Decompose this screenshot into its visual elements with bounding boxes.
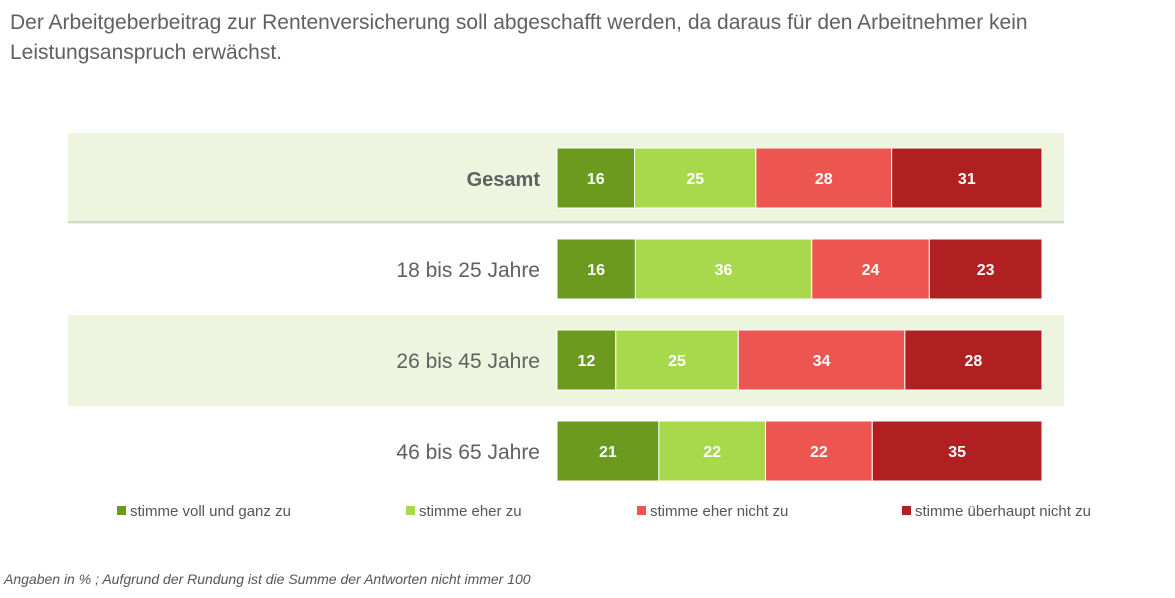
data-label: 24 [862,262,880,279]
data-label: 34 [813,353,831,370]
data-label: 35 [948,444,966,461]
bar-segment [928,238,1043,300]
legend-swatch [902,506,911,515]
data-label: 21 [599,444,617,461]
bar-segment [634,147,757,209]
category-label: 18 bis 25 Jahre [396,259,540,282]
data-label: 22 [810,444,828,461]
legend-label: stimme eher zu [419,503,522,520]
legend-swatch [117,506,126,515]
bar-segment [556,147,636,209]
data-label: 22 [703,444,721,461]
bar-segment [811,238,930,300]
bar-segment [615,329,739,391]
bar-rows: Gesamt 16 25 28 31 18 bis 25 Jahre 16 36 24 23 26 … [396,147,1043,482]
legend-item: stimme voll und ganz zu [117,503,291,520]
bar-segment [891,147,1043,209]
legend-swatch [637,506,646,515]
bar-segment [737,329,906,391]
data-label: 16 [587,262,605,279]
stacked-bar-chart: Gesamt 16 25 28 31 18 bis 25 Jahre 16 36 24 23 26 … [68,133,1091,520]
data-label: 28 [965,353,983,370]
bar-row: Gesamt 16 25 28 31 [467,147,1043,209]
legend-item: stimme überhaupt nicht zu [902,503,1091,520]
bar-segment [755,147,893,209]
data-label: 16 [587,171,605,188]
data-label: 31 [958,171,976,188]
legend-label: stimme voll und ganz zu [130,503,291,520]
bar-segment [871,420,1043,482]
legend-item: stimme eher nicht zu [637,503,788,520]
bar-segment [556,238,636,300]
bar-segment [556,329,617,391]
legend: stimme voll und ganz zu stimme eher zu sti… [117,503,1091,520]
data-label: 25 [686,171,704,188]
bar-segment [904,329,1043,391]
legend-label: stimme überhaupt nicht zu [915,503,1091,520]
bar-segment [556,420,660,482]
bar-row: 18 bis 25 Jahre 16 36 24 23 [396,238,1043,300]
data-label: 28 [815,171,833,188]
legend-label: stimme eher nicht zu [650,503,788,520]
bar-row: 26 bis 45 Jahre 12 25 34 28 [396,329,1043,391]
category-label: 26 bis 45 Jahre [396,350,540,373]
legend-swatch [406,506,415,515]
data-label: 12 [577,353,595,370]
bar-segment [658,420,767,482]
footnote: Angaben in % ; Aufgrund der Rundung ist … [4,571,531,587]
bar-segment [634,238,813,300]
legend-item: stimme eher zu [406,503,522,520]
data-label: 23 [977,262,995,279]
data-label: 36 [715,262,733,279]
bar-row: 46 bis 65 Jahre 21 22 22 35 [396,420,1043,482]
category-label: Gesamt [467,169,541,191]
category-label: 46 bis 65 Jahre [396,441,540,464]
chart-title: Der Arbeitgeberbeitrag zur Rentenversich… [10,11,1028,64]
data-label: 25 [668,353,686,370]
